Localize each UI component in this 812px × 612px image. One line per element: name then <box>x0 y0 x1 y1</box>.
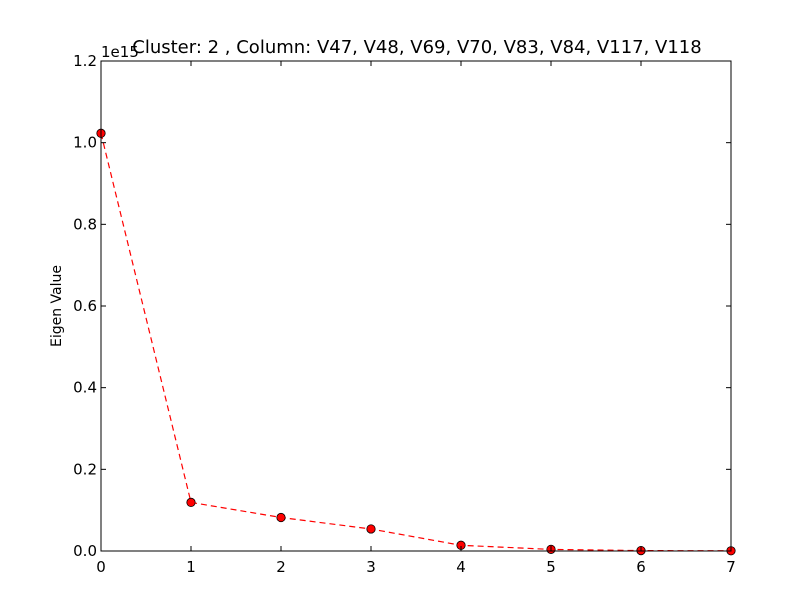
plot-frame <box>100 60 732 552</box>
x-tick-label: 1 <box>186 558 196 576</box>
chart-title: Cluster: 2 , Column: V47, V48, V69, V70,… <box>132 37 701 58</box>
y-tick-label: 0.2 <box>73 460 97 478</box>
x-tick-label: 7 <box>726 558 736 576</box>
y-tick-label: 1.2 <box>73 52 97 70</box>
y-tick-label: 0.6 <box>73 297 97 315</box>
y-axis-label: Eigen Value <box>49 265 65 347</box>
y-tick-label: 0.4 <box>73 379 97 397</box>
ticks-layer: 0 1 2 3 4 5 6 7 0.0 0.2 0.4 0.6 0.8 1.0 1.2 <box>73 52 736 576</box>
data-point <box>276 512 286 523</box>
y-tick-label: 1.0 <box>73 134 97 152</box>
x-tick-label: 2 <box>276 558 286 576</box>
y-tick-label: 0.0 <box>73 542 97 560</box>
x-tick-label: 5 <box>546 558 556 576</box>
y-tick-label: 0.8 <box>73 215 97 233</box>
series-line <box>100 133 732 552</box>
y-axis-offset-label: 1e15 <box>101 43 139 61</box>
series-layer <box>96 128 736 556</box>
x-tick-label: 6 <box>636 558 646 576</box>
data-point <box>366 524 376 534</box>
x-tick-label: 4 <box>456 558 466 576</box>
x-tick-label: 0 <box>96 558 106 576</box>
x-tick-label: 3 <box>366 558 376 576</box>
data-point <box>186 497 196 508</box>
